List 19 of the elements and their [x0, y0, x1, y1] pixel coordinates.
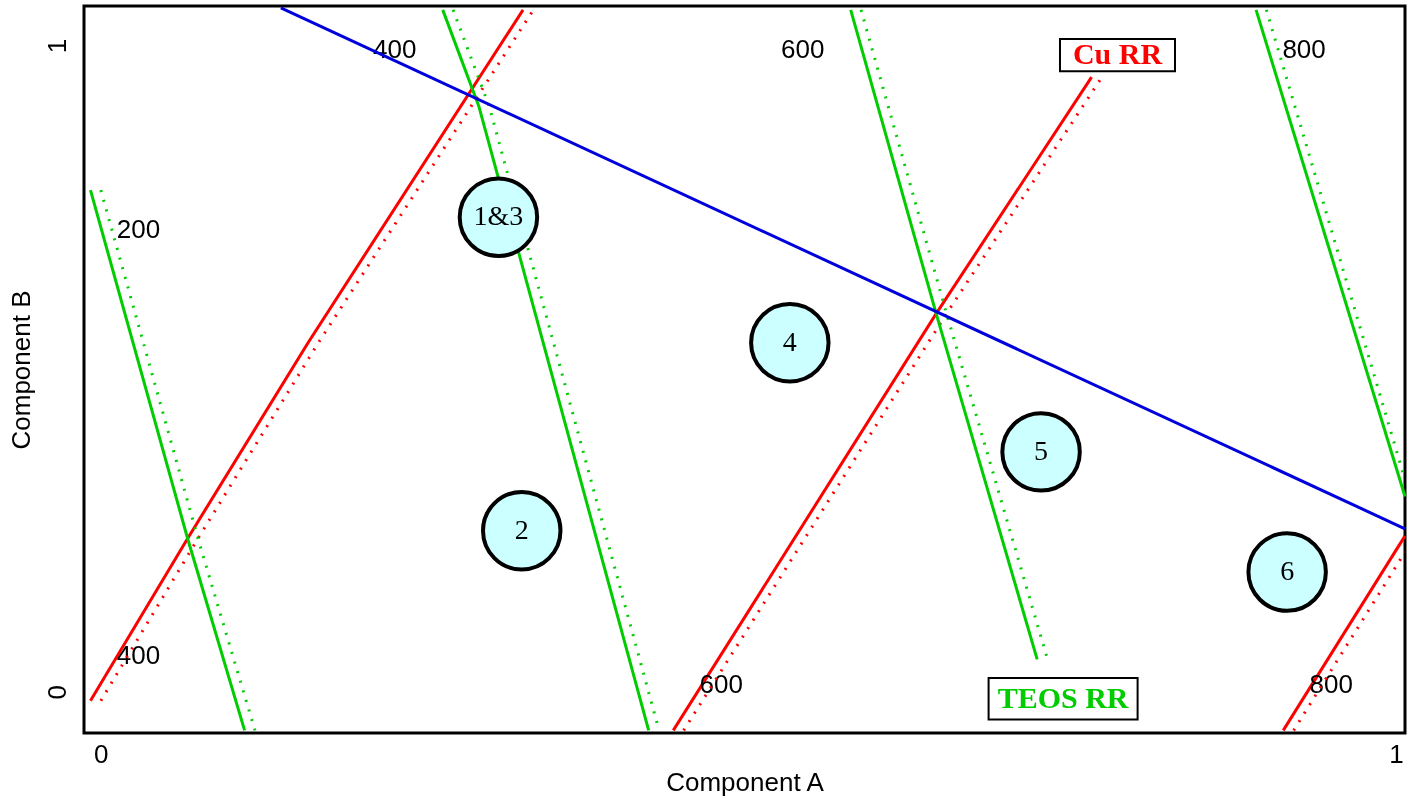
point: [1246, 531, 1328, 613]
annotation: Cu RR: [1072, 37, 1163, 71]
annotation: TEOS RR: [997, 680, 1129, 714]
y-axis-title: Component B: [5, 290, 36, 450]
series-label: 400: [116, 639, 161, 670]
point: [1000, 411, 1082, 493]
annotation: 4: [782, 325, 797, 357]
point: [481, 490, 563, 572]
annotation: 2: [514, 513, 529, 545]
series-label: 200: [116, 214, 161, 245]
series-label: 600: [781, 33, 825, 64]
point: [749, 302, 831, 384]
x-axis-title: Component A: [666, 766, 825, 797]
annotation: 5: [1034, 434, 1049, 466]
annotation: 6: [1280, 555, 1295, 587]
series-label: 800: [1309, 669, 1353, 700]
series-label: 800: [1282, 33, 1326, 64]
series-label: 600: [699, 669, 743, 700]
annotation: 1&3: [473, 200, 524, 232]
